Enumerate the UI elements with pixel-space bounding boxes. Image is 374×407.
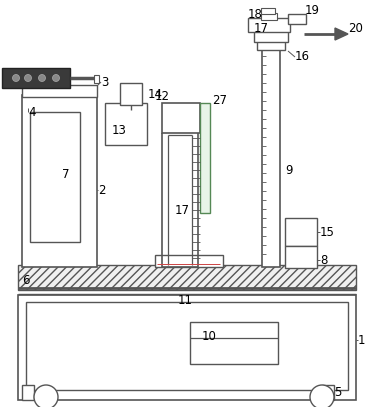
Bar — [257, 40, 285, 50]
Bar — [26, 302, 348, 390]
Bar — [155, 255, 223, 267]
Bar — [120, 83, 142, 105]
Text: 15: 15 — [320, 225, 335, 239]
Text: 9: 9 — [285, 164, 292, 177]
Text: 6: 6 — [22, 274, 30, 287]
Bar — [94, 75, 99, 83]
Polygon shape — [335, 28, 348, 40]
Text: 5: 5 — [334, 387, 341, 400]
Text: 7: 7 — [62, 168, 70, 182]
Text: 12: 12 — [155, 90, 170, 103]
Bar — [254, 30, 288, 42]
Bar — [105, 103, 147, 145]
Text: 14: 14 — [148, 88, 163, 101]
Bar — [22, 85, 97, 97]
Text: 27: 27 — [212, 94, 227, 107]
Bar — [30, 112, 80, 242]
Bar — [288, 14, 306, 24]
Bar — [18, 265, 356, 290]
Bar — [285, 218, 317, 246]
Circle shape — [25, 74, 31, 81]
Bar — [200, 103, 210, 213]
Text: 4: 4 — [28, 105, 36, 118]
Text: 16: 16 — [295, 50, 310, 63]
Bar — [18, 295, 356, 400]
Text: 3: 3 — [101, 76, 108, 88]
Circle shape — [310, 385, 334, 407]
Bar — [162, 103, 200, 133]
Bar — [22, 95, 97, 267]
Text: 2: 2 — [98, 184, 105, 197]
Circle shape — [12, 74, 19, 81]
Bar — [322, 385, 334, 400]
Text: 17: 17 — [175, 204, 190, 217]
Text: 1: 1 — [358, 333, 365, 346]
Bar — [22, 385, 34, 400]
Text: 17: 17 — [254, 22, 269, 35]
Bar — [261, 8, 275, 14]
Bar — [2, 68, 70, 88]
Text: 13: 13 — [112, 123, 127, 136]
Bar — [262, 48, 280, 267]
Bar — [248, 18, 290, 32]
Bar — [285, 246, 317, 268]
Text: 8: 8 — [320, 254, 327, 267]
Bar — [190, 322, 278, 364]
Text: 11: 11 — [178, 293, 193, 306]
Bar — [261, 13, 277, 20]
Text: 19: 19 — [305, 4, 320, 17]
Text: 10: 10 — [202, 330, 217, 344]
Circle shape — [34, 385, 58, 407]
Circle shape — [39, 74, 46, 81]
Circle shape — [52, 74, 59, 81]
Text: 18: 18 — [248, 9, 263, 22]
Text: 20: 20 — [348, 22, 363, 35]
